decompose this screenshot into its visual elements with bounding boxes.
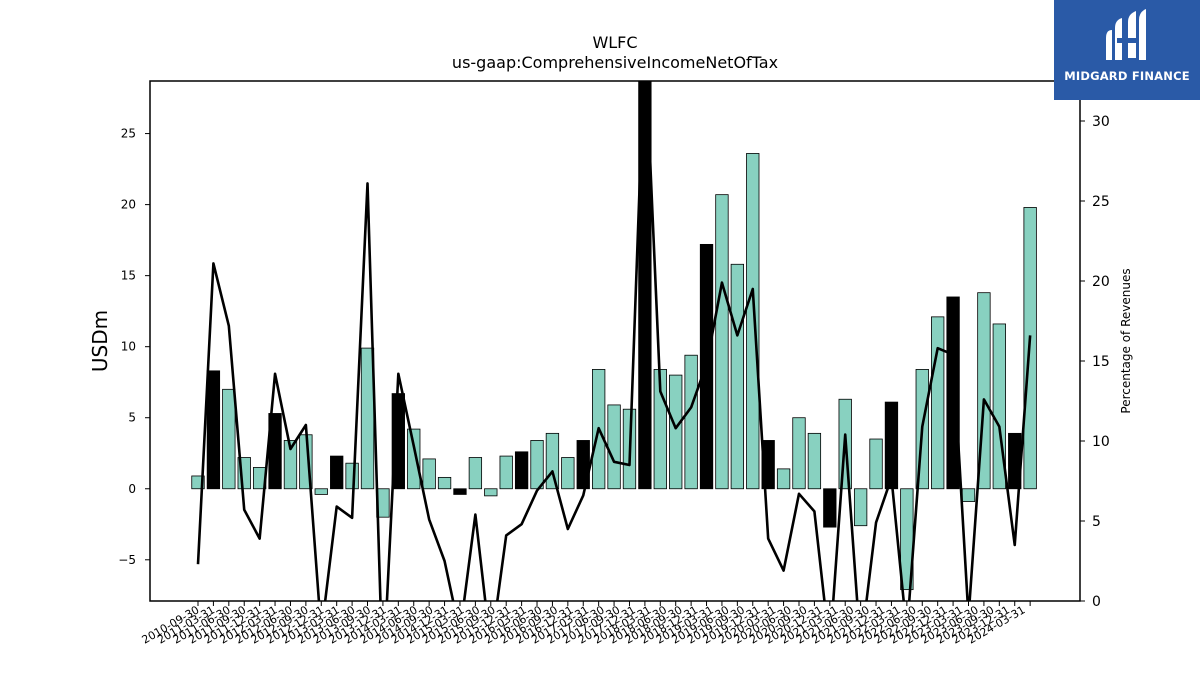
- bar-2012-03-31: [283, 440, 298, 490]
- y-tick-label: 15: [121, 269, 136, 283]
- bar-2019-03-31: [715, 194, 729, 490]
- bar-2015-12-31: [514, 451, 529, 490]
- bar-2016-06-30: [545, 432, 560, 490]
- bar-2011-03-31: [222, 388, 236, 490]
- y2-tick-label: 20: [1092, 274, 1110, 290]
- bar-2020-12-31: [823, 488, 837, 528]
- y-axis-label: USDm: [88, 310, 112, 372]
- bar-2010-12-31: [206, 370, 221, 490]
- percentage-of-revenues-line: [196, 81, 1032, 601]
- bar-2015-06-30: [484, 488, 498, 497]
- plot-frame: [149, 80, 1081, 602]
- bar-2023-03-31: [961, 488, 976, 502]
- y2-tick-label: 5: [1092, 514, 1101, 530]
- bar-2015-03-31: [468, 457, 483, 490]
- bar-2014-06-30: [422, 458, 436, 490]
- midgard-logo-icon: [1106, 9, 1146, 60]
- y-tick-label: 5: [128, 411, 136, 425]
- bar-2017-06-30: [607, 404, 621, 490]
- y2-axis-label: Percentage of Revenues: [1119, 268, 1133, 413]
- bar-2012-09-30: [314, 488, 328, 495]
- chart-title: WLFC: [592, 33, 637, 52]
- y-tick-label: 20: [121, 198, 136, 212]
- bar-2016-03-31: [530, 440, 544, 490]
- y2-tick-label: 0: [1092, 594, 1101, 610]
- bar-2021-06-30: [853, 488, 868, 527]
- bar-2021-12-31: [884, 401, 899, 490]
- bar-2019-06-30: [730, 263, 744, 490]
- bar-2014-12-31: [453, 488, 467, 495]
- brand-name: MIDGARD FINANCE: [1064, 69, 1190, 83]
- bar-2020-03-31: [776, 468, 791, 490]
- y2-tick-label: 25: [1092, 194, 1110, 210]
- bar-2020-06-30: [792, 417, 806, 490]
- y2-tick-label: 30: [1092, 114, 1110, 130]
- bar-2017-12-31: [638, 81, 652, 490]
- chart-subtitle: us-gaap:ComprehensiveIncomeNetOfTax: [452, 53, 778, 72]
- bar-2022-09-30: [931, 316, 945, 490]
- y2-tick-label: 15: [1092, 354, 1110, 370]
- y-tick-label: 10: [121, 340, 136, 354]
- bar-2014-03-31: [407, 428, 421, 490]
- bar-2015-09-30: [499, 455, 513, 490]
- y-tick-label: 25: [121, 127, 136, 141]
- y-tick-label: 0: [128, 482, 136, 496]
- bar-2014-09-30: [437, 476, 452, 490]
- bar-2018-09-30: [684, 354, 698, 490]
- bar-2013-03-31: [345, 462, 359, 490]
- bar-2016-09-30: [561, 457, 575, 490]
- bar-2019-09-30: [746, 153, 760, 490]
- bar-2013-06-30: [360, 347, 375, 490]
- brand-logo: MIDGARD FINANCE: [1054, 0, 1200, 100]
- bar-2018-06-30: [669, 374, 683, 490]
- bar-2012-12-31: [330, 455, 344, 490]
- bar-2020-09-30: [807, 432, 822, 490]
- bar-2022-12-31: [946, 296, 960, 490]
- bar-2021-09-30: [869, 438, 883, 490]
- y-tick-label: −5: [118, 553, 136, 567]
- y2-tick-label: 10: [1092, 434, 1110, 450]
